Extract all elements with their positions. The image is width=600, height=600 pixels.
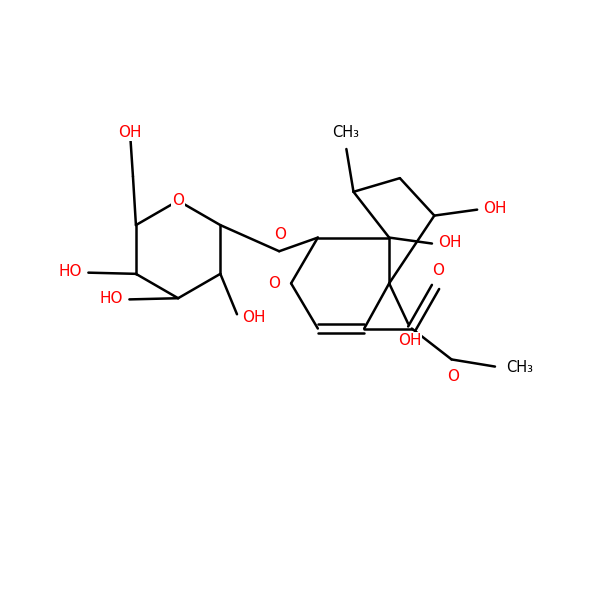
Text: O: O [172, 193, 184, 208]
Text: O: O [433, 263, 445, 278]
Text: OH: OH [438, 235, 461, 250]
Text: HO: HO [100, 291, 124, 306]
Text: HO: HO [59, 264, 82, 279]
Text: OH: OH [483, 201, 507, 216]
Text: OH: OH [398, 333, 421, 348]
Text: O: O [268, 276, 280, 291]
Text: OH: OH [118, 125, 142, 140]
Text: OH: OH [242, 310, 265, 325]
Text: O: O [447, 368, 459, 383]
Text: O: O [274, 227, 286, 242]
Text: CH₃: CH₃ [332, 125, 359, 140]
Text: CH₃: CH₃ [506, 360, 533, 375]
